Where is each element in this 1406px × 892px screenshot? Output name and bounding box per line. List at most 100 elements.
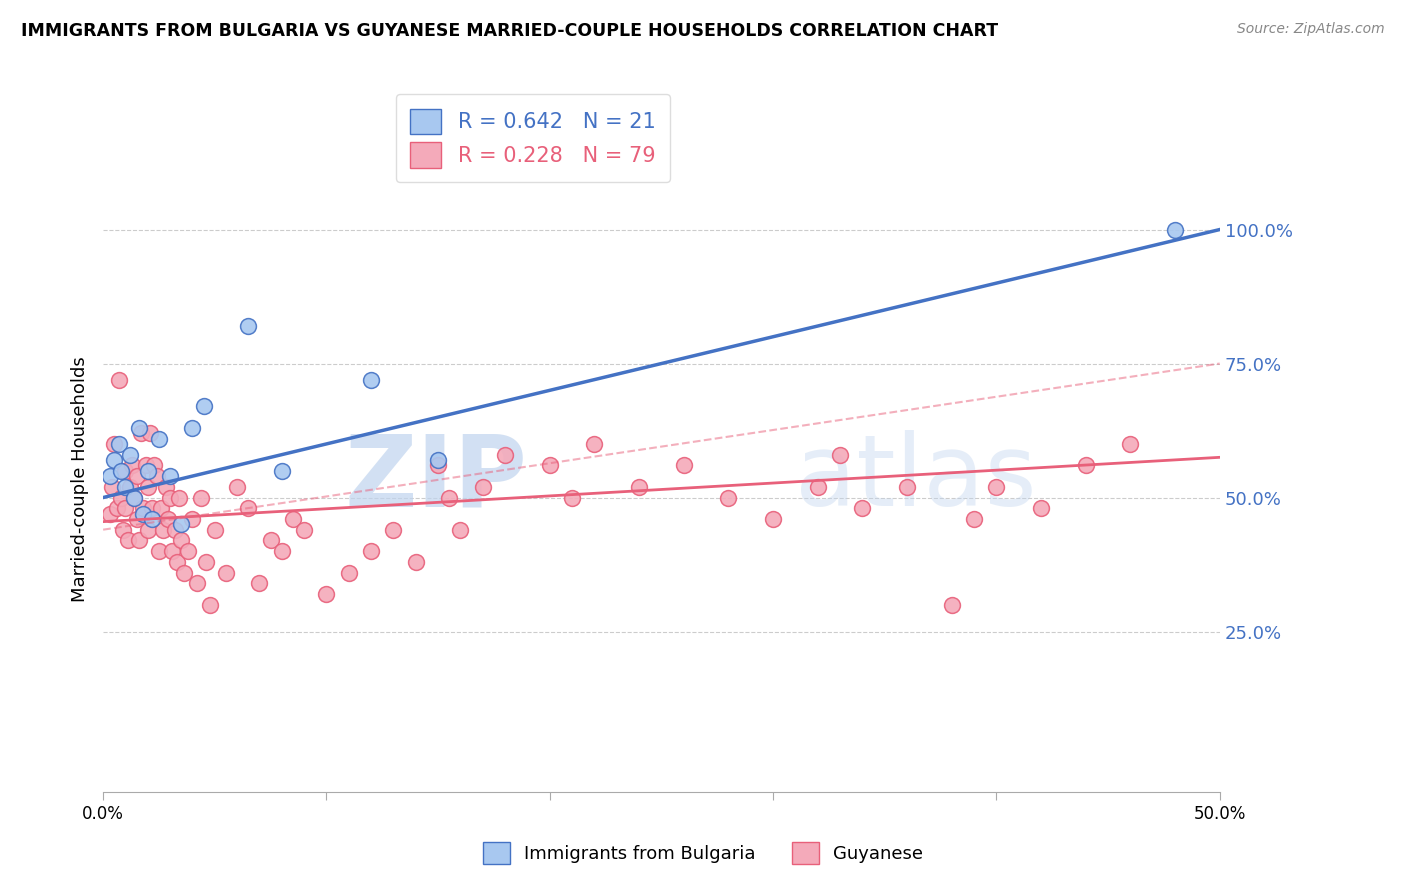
- Point: [159, 469, 181, 483]
- Point: [628, 480, 651, 494]
- Point: [181, 512, 204, 526]
- Point: [148, 544, 170, 558]
- Point: [156, 512, 179, 526]
- Point: [105, 501, 128, 516]
- Point: [672, 458, 695, 473]
- Point: [159, 491, 181, 505]
- Point: [181, 421, 204, 435]
- Point: [896, 480, 918, 494]
- Point: [200, 598, 222, 612]
- Point: [132, 507, 155, 521]
- Point: [941, 598, 963, 612]
- Point: [177, 544, 200, 558]
- Point: [114, 501, 136, 516]
- Point: [167, 491, 190, 505]
- Text: Source: ZipAtlas.com: Source: ZipAtlas.com: [1237, 22, 1385, 37]
- Point: [238, 318, 260, 333]
- Point: [215, 566, 238, 580]
- Point: [449, 523, 471, 537]
- Point: [186, 576, 208, 591]
- Point: [1029, 501, 1052, 516]
- Point: [405, 555, 427, 569]
- Point: [152, 523, 174, 537]
- Point: [112, 523, 135, 537]
- Point: [170, 533, 193, 548]
- Point: [471, 480, 494, 494]
- Point: [828, 448, 851, 462]
- Point: [226, 480, 249, 494]
- Point: [124, 491, 146, 505]
- Point: [118, 480, 141, 494]
- Point: [963, 512, 986, 526]
- Point: [382, 523, 405, 537]
- Point: [136, 480, 159, 494]
- Point: [166, 555, 188, 569]
- Point: [128, 533, 150, 548]
- Point: [238, 501, 260, 516]
- Point: [136, 464, 159, 478]
- Point: [124, 491, 146, 505]
- Point: [163, 523, 186, 537]
- Point: [121, 458, 143, 473]
- Point: [155, 480, 177, 494]
- Point: [986, 480, 1008, 494]
- Point: [141, 512, 163, 526]
- Legend: Immigrants from Bulgaria, Guyanese: Immigrants from Bulgaria, Guyanese: [468, 828, 938, 879]
- Point: [148, 432, 170, 446]
- Point: [145, 469, 167, 483]
- Point: [128, 421, 150, 435]
- Text: IMMIGRANTS FROM BULGARIA VS GUYANESE MARRIED-COUPLE HOUSEHOLDS CORRELATION CHART: IMMIGRANTS FROM BULGARIA VS GUYANESE MAR…: [21, 22, 998, 40]
- Point: [110, 464, 132, 478]
- Point: [1074, 458, 1097, 473]
- Point: [583, 437, 606, 451]
- Point: [135, 458, 157, 473]
- Point: [807, 480, 830, 494]
- Point: [110, 491, 132, 505]
- Point: [173, 566, 195, 580]
- Y-axis label: Married-couple Households: Married-couple Households: [72, 356, 89, 601]
- Point: [427, 458, 450, 473]
- Point: [190, 491, 212, 505]
- Text: ZIP: ZIP: [344, 430, 527, 527]
- Point: [249, 576, 271, 591]
- Point: [360, 373, 382, 387]
- Point: [360, 544, 382, 558]
- Point: [103, 437, 125, 451]
- Point: [1119, 437, 1142, 451]
- Point: [162, 544, 184, 558]
- Point: [139, 426, 162, 441]
- Point: [337, 566, 360, 580]
- Point: [270, 544, 292, 558]
- Point: [170, 517, 193, 532]
- Point: [125, 512, 148, 526]
- Point: [114, 480, 136, 494]
- Point: [259, 533, 281, 548]
- Point: [851, 501, 873, 516]
- Legend: R = 0.642   N = 21, R = 0.228   N = 79: R = 0.642 N = 21, R = 0.228 N = 79: [395, 95, 671, 183]
- Point: [717, 491, 740, 505]
- Point: [270, 464, 292, 478]
- Point: [427, 453, 450, 467]
- Text: atlas: atlas: [796, 430, 1038, 527]
- Point: [98, 469, 121, 483]
- Point: [141, 501, 163, 516]
- Point: [129, 426, 152, 441]
- Point: [538, 458, 561, 473]
- Point: [561, 491, 583, 505]
- Point: [1164, 222, 1187, 236]
- Point: [107, 373, 129, 387]
- Point: [98, 507, 121, 521]
- Point: [132, 501, 155, 516]
- Point: [117, 533, 139, 548]
- Point: [118, 448, 141, 462]
- Point: [281, 512, 304, 526]
- Point: [439, 491, 461, 505]
- Point: [103, 453, 125, 467]
- Point: [150, 501, 173, 516]
- Point: [193, 400, 215, 414]
- Point: [136, 523, 159, 537]
- Point: [107, 437, 129, 451]
- Point: [204, 523, 226, 537]
- Point: [292, 523, 315, 537]
- Point: [494, 448, 516, 462]
